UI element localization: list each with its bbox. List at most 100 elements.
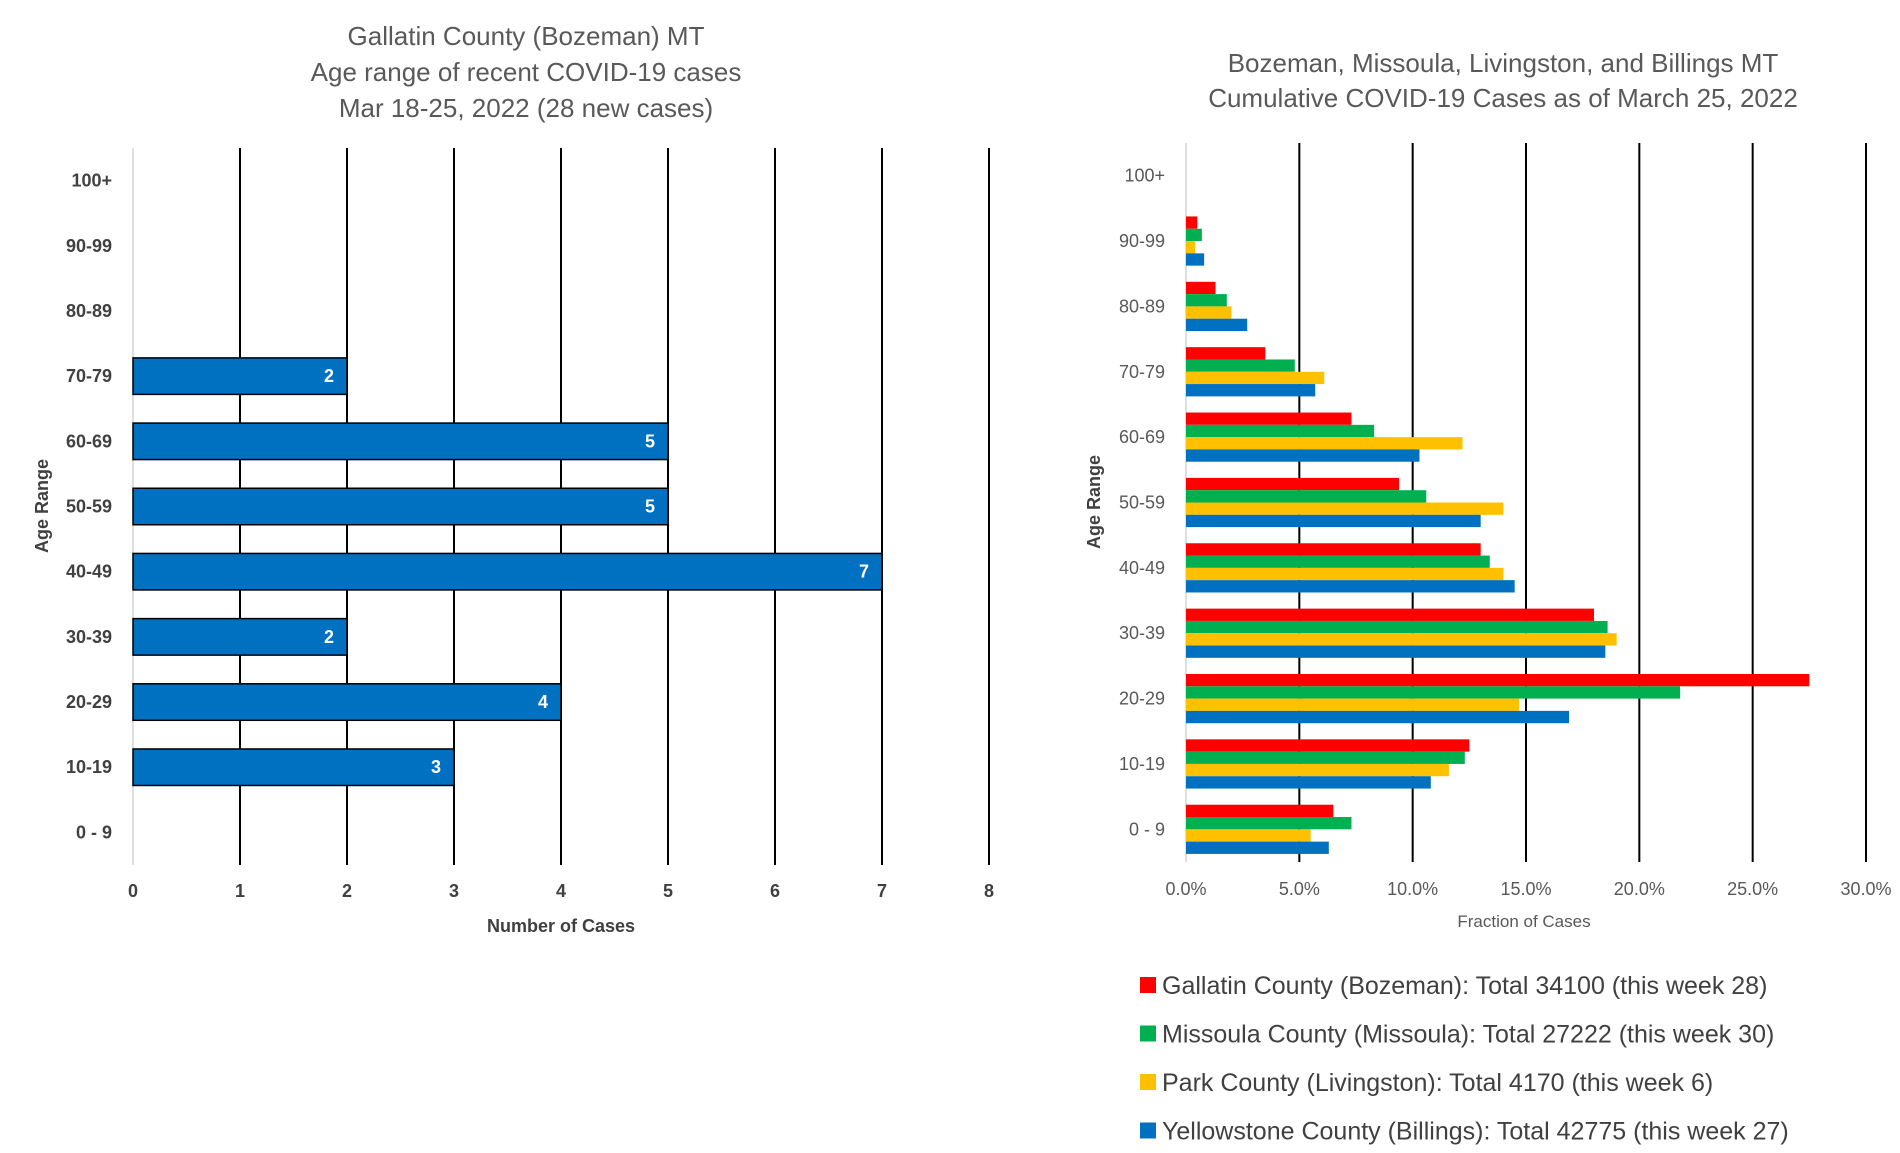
y-axis-title: Age Range (1084, 455, 1104, 549)
legend-label: Park County (Livingston): Total 4170 (th… (1162, 1069, 1713, 1097)
bar (1186, 739, 1470, 752)
x-axis-title: Number of Cases (487, 916, 635, 936)
bar (132, 617, 348, 656)
chart-title-line: Age range of recent COVID-19 cases (311, 57, 742, 87)
y-axis-title: Age Range (32, 459, 52, 553)
y-tick-label: 50-59 (66, 497, 112, 517)
bar (1186, 437, 1463, 450)
x-tick-label: 6 (770, 881, 780, 901)
data-label: 2 (324, 627, 334, 647)
x-tick-label: 4 (556, 881, 566, 901)
y-tick-label: 90-99 (1119, 231, 1165, 251)
bar (1186, 686, 1681, 699)
legend-swatch (1140, 1025, 1156, 1042)
bar (1186, 294, 1227, 307)
bar (1186, 306, 1232, 319)
x-tick-label: 30.0% (1840, 879, 1891, 899)
y-tick-label: 20-29 (1119, 689, 1165, 709)
y-tick-label: 60-69 (1119, 427, 1165, 447)
bar (1186, 228, 1202, 242)
bar (1186, 673, 1810, 687)
bar (1186, 555, 1490, 568)
bar (1186, 645, 1606, 658)
bar (132, 748, 455, 787)
y-tick-label: 10-19 (66, 757, 112, 777)
bar (1186, 318, 1248, 332)
y-tick-label: 10-19 (1119, 754, 1165, 774)
bar (1186, 347, 1266, 360)
bar (1186, 490, 1427, 503)
y-tick-label: 60-69 (66, 431, 112, 451)
legend-label: Missoula County (Missoula): Total 27222 … (1162, 1021, 1774, 1049)
bar (1186, 477, 1400, 491)
x-tick-label: 10.0% (1387, 879, 1438, 899)
x-tick-label: 5.0% (1279, 879, 1320, 899)
data-label: 7 (859, 562, 869, 582)
legend-swatch (1140, 1074, 1156, 1090)
x-axis-title: Fraction of Cases (1457, 912, 1590, 931)
x-tick-label: 15.0% (1500, 879, 1551, 899)
bar (1186, 804, 1334, 818)
x-tick-label: 0 (128, 881, 138, 901)
x-tick-label: 3 (449, 881, 459, 901)
x-tick-label: 1 (235, 881, 245, 901)
bar (1186, 253, 1205, 266)
bar (1186, 281, 1216, 295)
y-tick-label: 0 - 9 (76, 822, 112, 842)
chart-title-line: Gallatin County (Bozeman) MT (348, 21, 705, 51)
x-tick-label: 20.0% (1614, 879, 1665, 899)
chart-title-line: Bozeman, Missoula, Livingston, and Billi… (1228, 48, 1779, 78)
bar (132, 683, 562, 722)
legend-label: Yellowstone County (Billings): Total 427… (1162, 1118, 1789, 1146)
x-tick-label: 5 (663, 881, 673, 901)
bar (1186, 580, 1515, 593)
y-tick-label: 50-59 (1119, 493, 1165, 513)
data-label: 4 (538, 692, 548, 712)
bar (1186, 817, 1352, 830)
bar (1186, 543, 1481, 556)
chart-title-line: Cumulative COVID-19 Cases as of March 25… (1208, 83, 1798, 113)
y-tick-label: 40-49 (1119, 558, 1165, 578)
x-tick-label: 8 (984, 881, 994, 901)
bar (1186, 608, 1594, 621)
bar (1186, 449, 1420, 462)
bar (132, 552, 883, 591)
x-tick-label: 25.0% (1727, 879, 1778, 899)
bar (1186, 751, 1465, 764)
bar (1186, 567, 1504, 581)
bar (1186, 620, 1608, 634)
bar (1186, 359, 1295, 372)
bar (1186, 412, 1352, 425)
bar (1186, 710, 1570, 724)
y-tick-label: 80-89 (66, 301, 112, 321)
y-tick-label: 100+ (1124, 166, 1165, 186)
y-tick-label: 70-79 (66, 366, 112, 386)
legend-swatch (1140, 977, 1156, 993)
right-chart: Bozeman, Missoula, Livingston, and Billi… (1084, 48, 1892, 1146)
x-tick-label: 0.0% (1165, 879, 1206, 899)
bar (1186, 371, 1325, 385)
bar (132, 487, 669, 526)
chart-title-line: Mar 18-25, 2022 (28 new cases) (339, 93, 713, 123)
bar (1186, 776, 1431, 789)
bar (1186, 216, 1198, 229)
bar (1186, 514, 1481, 528)
y-tick-label: 80-89 (1119, 296, 1165, 316)
y-tick-label: 90-99 (66, 236, 112, 256)
legend-label: Gallatin County (Bozeman): Total 34100 (… (1162, 972, 1767, 1000)
y-tick-label: 100+ (71, 171, 112, 191)
bar (1186, 384, 1316, 397)
y-tick-label: 30-39 (66, 627, 112, 647)
left-chart: Gallatin County (Bozeman) MT Age range of… (32, 21, 994, 936)
bar (132, 357, 348, 396)
bar (1186, 424, 1375, 438)
bar (132, 422, 669, 461)
legend-swatch (1140, 1122, 1156, 1139)
bar (1186, 829, 1311, 842)
x-tick-label: 7 (877, 881, 887, 901)
y-tick-label: 40-49 (66, 562, 112, 582)
bar (1186, 763, 1449, 777)
bar (1186, 698, 1520, 711)
y-tick-label: 30-39 (1119, 623, 1165, 643)
